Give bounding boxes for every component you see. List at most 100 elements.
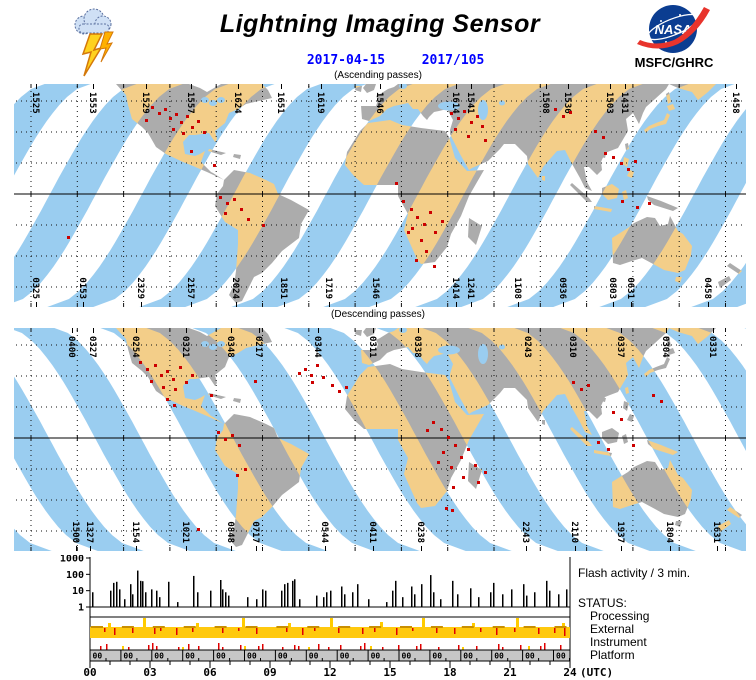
orbit-time-label: 2329: [135, 277, 145, 299]
lightning-dot: [447, 436, 450, 439]
lightning-dot: [627, 168, 630, 171]
lightning-dot: [190, 150, 193, 153]
orbit-time-label: 0304: [660, 336, 670, 358]
flash-bar: [193, 575, 195, 607]
orbit-dash: [121, 626, 134, 628]
orbit-time-label: 1619: [315, 92, 325, 114]
orbit-time-label: 0631: [625, 277, 635, 299]
flash-bar: [546, 580, 548, 607]
lightning-dot: [150, 380, 153, 383]
lightning-dot: [226, 202, 229, 205]
flash-y-tick: 100: [66, 570, 84, 581]
flash-bar: [511, 589, 513, 607]
time-axis-label: 21: [503, 666, 517, 679]
orbit-time-label: 1529: [140, 92, 150, 114]
orbit-time-label: 1546: [374, 92, 384, 114]
lightning-dot: [634, 160, 637, 163]
flash-bar: [284, 584, 286, 607]
status-title: STATUS:: [578, 596, 627, 610]
lightning-dot: [145, 119, 148, 122]
orbit-time-label: 0311: [367, 336, 377, 358]
orbit-time-label: 0310: [567, 336, 577, 358]
time-axis-label: 18: [443, 666, 456, 679]
lightning-dot: [445, 507, 448, 510]
flash-bar: [402, 597, 404, 607]
flash-bar: [549, 590, 551, 607]
lightning-dot: [213, 164, 216, 167]
flash-bar: [262, 589, 264, 607]
lightning-dot: [602, 136, 605, 139]
lightning-dot: [621, 200, 624, 203]
lightning-dot: [415, 259, 418, 262]
lightning-dot: [452, 486, 455, 489]
lightning-dot: [594, 130, 597, 133]
orbit-time-label: 0337: [615, 336, 625, 358]
orbit-dash: [554, 626, 567, 628]
flash-bar: [145, 592, 147, 607]
flash-bar: [502, 594, 504, 607]
flash-bar: [292, 580, 294, 607]
flash-bar: [113, 582, 115, 607]
flash-bar: [197, 592, 199, 607]
lightning-dot: [620, 418, 623, 421]
lightning-dot: [197, 528, 200, 531]
lightning-dot: [247, 218, 250, 221]
lightning-dot: [173, 404, 176, 407]
lightning-dot: [191, 374, 194, 377]
flash-bar: [116, 581, 118, 607]
flash-bar: [493, 582, 495, 607]
lightning-dot: [236, 474, 239, 477]
orbit-cell-label: 00: [432, 652, 442, 661]
lightning-dot: [174, 388, 177, 391]
external-status-marks: [108, 618, 565, 627]
ascending-passes-map: 1525 1553 1529 1557 1624 1651 1619 1546 1614 1541…: [14, 84, 746, 307]
flash-bar: [265, 590, 267, 607]
lightning-dot: [433, 265, 436, 268]
orbit-cell-label: 00: [494, 652, 504, 661]
ascending-passes-label: (Ascending passes): [334, 70, 422, 81]
orbit-time-label: 0254: [130, 336, 140, 358]
lightning-dot: [310, 374, 313, 377]
flash-bar: [368, 599, 370, 607]
orbit-time-label: 0217: [253, 336, 263, 358]
lake: [201, 341, 209, 347]
lightning-dot: [410, 208, 413, 211]
lightning-dot: [648, 202, 651, 205]
flash-bar: [323, 597, 325, 607]
orbit-dash: [369, 626, 382, 628]
flash-bar: [281, 590, 283, 607]
lightning-dot: [322, 376, 325, 379]
lightning-dot: [587, 384, 590, 387]
orbit-cell-label: 00: [525, 652, 535, 661]
lightning-dot: [158, 112, 161, 115]
lightning-dot: [224, 212, 227, 215]
flash-bar: [452, 580, 454, 607]
orbit-time-label: 1851: [278, 277, 288, 299]
lightning-dot: [298, 372, 301, 375]
orbit-dash: [461, 626, 474, 628]
lightning-dot: [416, 216, 419, 219]
flash-bar: [421, 584, 423, 607]
lake: [217, 341, 225, 347]
lightning-dot: [484, 471, 487, 474]
flash-y-tick: 1: [78, 603, 84, 614]
orbit-time-label: 1624: [232, 92, 242, 114]
lightning-dot: [169, 117, 172, 120]
orbit-dash: [276, 626, 289, 628]
orbit-cell-label: 00: [93, 652, 103, 661]
orbit-cell-label: 00: [309, 652, 319, 661]
lightning-cloud-icon: [74, 8, 114, 77]
lightning-dot: [474, 464, 477, 467]
orbit-cell-label: 00: [154, 652, 164, 661]
status-row-platform: Platform: [590, 648, 635, 662]
flash-bar: [256, 599, 258, 607]
lightning-dot: [481, 125, 484, 128]
flash-bar: [287, 582, 289, 607]
lightning-bolt-icon: [81, 33, 104, 77]
orbit-time-label: 2110: [569, 521, 579, 543]
orbit-time-label: 1154: [130, 521, 140, 543]
lightning-dot: [160, 374, 163, 377]
status-row-processing: Processing: [590, 609, 650, 623]
flash-y-tick: 1000: [60, 555, 84, 565]
